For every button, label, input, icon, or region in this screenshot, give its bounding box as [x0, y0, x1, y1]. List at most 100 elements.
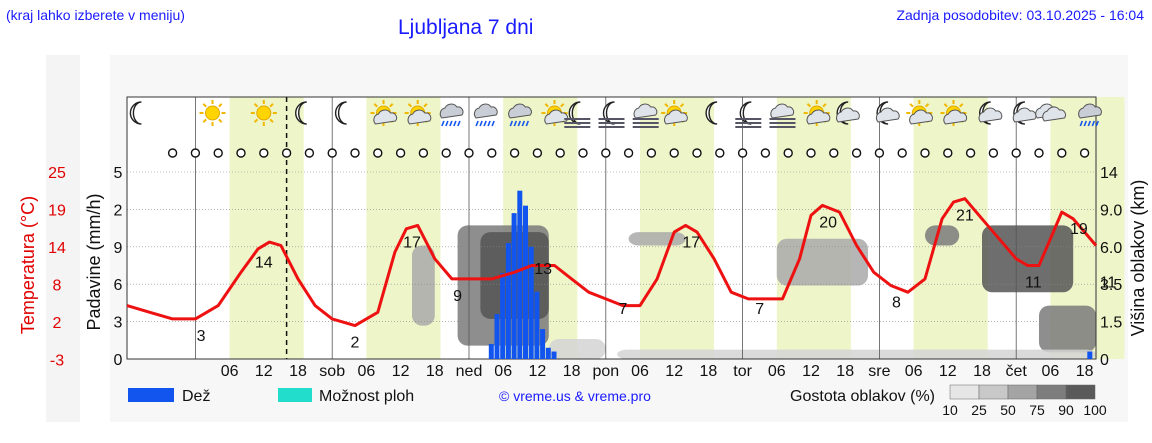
cloud-height-tick: 6.0 — [1100, 240, 1122, 257]
moon-icon — [705, 101, 718, 125]
temperature-label: 7 — [618, 301, 627, 318]
temperature-label: 17 — [403, 234, 421, 251]
rain-bar — [528, 246, 534, 359]
x-tick-label: 06 — [905, 363, 923, 380]
temperature-tick: -3 — [50, 353, 64, 370]
x-tick-label: sob — [319, 363, 345, 380]
sun-icon — [199, 100, 226, 126]
x-tick-label: 06 — [631, 363, 649, 380]
cloud-density-blob — [628, 232, 686, 246]
temperature-label: 9 — [453, 288, 462, 305]
credit-link[interactable]: © vreme.us & vreme.pro — [499, 388, 651, 404]
rain-bar — [517, 190, 523, 359]
x-tick-label: 18 — [289, 363, 307, 380]
rain-bar — [551, 351, 557, 359]
wind-calm-icon — [920, 148, 930, 158]
x-tick-label: pon — [592, 363, 619, 380]
wind-calm-icon — [350, 148, 360, 158]
sun-cloud-icon — [661, 100, 688, 126]
wind-calm-icon — [190, 148, 201, 158]
cloud-height-tick: 1.5 — [1100, 315, 1122, 332]
storm-legend-label: Možnost ploh — [319, 388, 414, 405]
x-tick-label: 18 — [1076, 363, 1094, 380]
cloud-legend-swatch — [1065, 384, 1096, 400]
cloud-density-blob — [617, 349, 1096, 359]
cloud-legend-swatch — [949, 384, 980, 400]
cloud-icon — [1035, 103, 1066, 122]
sun-cloud-icon — [803, 100, 831, 126]
wind-calm-icon — [988, 148, 999, 158]
x-tick-label: 06 — [768, 363, 786, 380]
temperature-tick: 2 — [53, 315, 62, 332]
rain-bar — [488, 344, 494, 359]
x-tick-label: ned — [456, 363, 483, 380]
rain-bar — [500, 272, 506, 359]
wind-calm-icon — [1079, 148, 1090, 158]
cloud-height-tick: 0 — [1100, 352, 1109, 369]
cloud-height-tick: 9.0 — [1100, 202, 1122, 219]
temperature-tick: 25 — [48, 165, 66, 182]
fog-moon-icon — [735, 101, 762, 128]
sun-cloud-icon — [370, 100, 398, 126]
wind-calm-icon — [760, 148, 771, 158]
temperature-label: 14 — [255, 254, 273, 271]
rain-bar — [1087, 351, 1093, 359]
fog-moon-icon — [564, 101, 591, 128]
cloud-legend-value: 25 — [971, 402, 987, 418]
moon-icon — [129, 101, 142, 125]
cloud-legend-swatch — [1007, 384, 1038, 400]
wind-calm-icon — [646, 148, 657, 158]
cloud-legend-value: 90 — [1058, 402, 1074, 418]
temperature-label: 20 — [819, 214, 837, 231]
rain-cloud-icon — [473, 103, 498, 127]
cloud-density-blob — [548, 338, 606, 359]
temperature-label: 8 — [892, 295, 901, 312]
temperature-line — [126, 197, 1098, 328]
wind-calm-icon — [281, 148, 292, 158]
storm-legend-swatch — [278, 388, 312, 402]
x-tick-label: 12 — [802, 363, 820, 380]
wind-calm-icon — [897, 148, 907, 158]
cloud-moon-icon — [836, 101, 860, 125]
temperature-label: 17 — [682, 234, 700, 251]
cloud-moon-icon — [978, 101, 1003, 125]
x-tick-label: 12 — [392, 363, 410, 380]
x-tick-label: 12 — [255, 363, 273, 380]
cloud-legend-value: 10 — [942, 402, 958, 418]
temperature-label: 13 — [534, 261, 552, 278]
precipitation-tick: 2 — [114, 202, 123, 219]
wind-calm-icon — [623, 148, 634, 158]
cloud-legend-title: Gostota oblakov (%) — [790, 388, 935, 405]
cloud-height-tick: 3.5 — [1100, 277, 1122, 294]
x-tick-label: 18 — [426, 363, 444, 380]
rain-bar — [494, 314, 500, 359]
rain-legend-swatch — [128, 388, 174, 402]
wind-calm-icon — [715, 148, 725, 158]
wind-calm-icon — [1011, 148, 1021, 158]
wind-calm-icon — [487, 148, 497, 158]
precipitation-tick: 5 — [114, 165, 123, 182]
cloud-height-axis-label: Višina oblakov (km) — [1128, 180, 1148, 337]
x-tick-label: tor — [733, 363, 752, 380]
temperature-label: 11 — [1100, 275, 1117, 292]
last-update: Zadnja posodobitev: 03.10.2025 - 16:04 — [896, 7, 1144, 23]
temperature-label: 3 — [197, 328, 206, 345]
precipitation-axis-label: Padavine (mm/h) — [84, 193, 104, 330]
precipitation-tick: 9 — [114, 240, 123, 257]
cloud-density-blob — [925, 225, 960, 246]
wind-calm-icon — [578, 148, 588, 158]
cloud-legend-value: 75 — [1029, 402, 1045, 418]
precipitation-tick: 3 — [114, 315, 123, 332]
fog-icon — [632, 103, 659, 128]
wind-calm-icon — [373, 148, 383, 158]
wind-calm-icon — [783, 148, 793, 158]
x-tick-label: 18 — [973, 363, 991, 380]
wind-calm-icon — [395, 148, 406, 158]
x-tick-label: 12 — [939, 363, 957, 380]
wind-calm-icon — [965, 148, 976, 158]
wind-calm-icon — [555, 148, 565, 158]
location-hint: (kraj lahko izberete v meniju) — [6, 7, 185, 23]
page-title: Ljubljana 7 dni — [398, 16, 534, 39]
rain-bar — [523, 205, 528, 359]
